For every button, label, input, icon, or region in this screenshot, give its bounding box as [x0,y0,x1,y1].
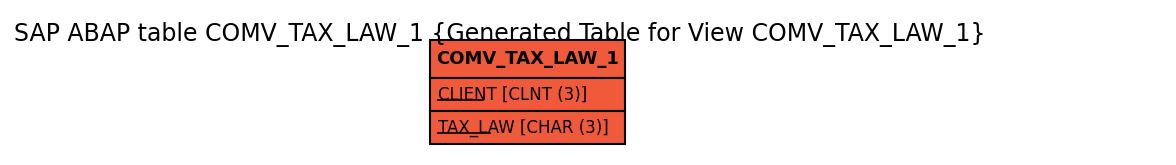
Bar [430,111,624,144]
Text: COMV_TAX_LAW_1: COMV_TAX_LAW_1 [436,50,619,68]
Bar [430,78,624,111]
Text: CLIENT [CLNT (3)]: CLIENT [CLNT (3)] [437,85,587,103]
Text: SAP ABAP table COMV_TAX_LAW_1 {Generated Table for View COMV_TAX_LAW_1}: SAP ABAP table COMV_TAX_LAW_1 {Generated… [14,22,985,47]
Text: TAX_LAW [CHAR (3)]: TAX_LAW [CHAR (3)] [437,118,609,137]
Bar [430,40,624,78]
